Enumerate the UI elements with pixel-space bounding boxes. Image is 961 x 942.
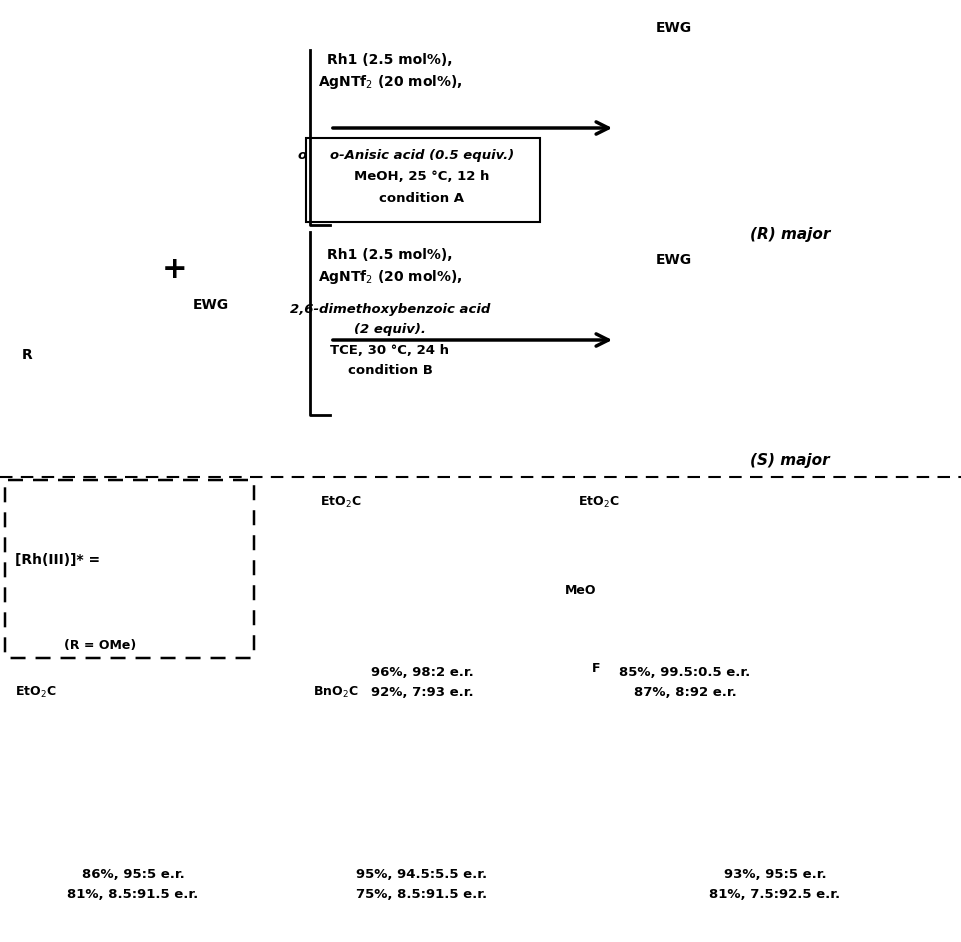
Text: MeO: MeO [564, 583, 596, 596]
Text: 85%, 99.5:0.5 e.r.: 85%, 99.5:0.5 e.r. [619, 665, 750, 678]
Text: MeOH, 25 °C, 12 h: MeOH, 25 °C, 12 h [354, 171, 489, 184]
Text: 81%, 8.5:91.5 e.r.: 81%, 8.5:91.5 e.r. [67, 888, 198, 901]
Text: EWG: EWG [655, 21, 691, 35]
Text: AgNTf$_2$ (20 mol%),: AgNTf$_2$ (20 mol%), [317, 268, 462, 286]
Text: EtO$_2$C: EtO$_2$C [578, 495, 619, 510]
Text: (R) major: (R) major [749, 228, 829, 242]
Text: 86%, 95:5 e.r.: 86%, 95:5 e.r. [82, 869, 185, 882]
Text: [Rh(III)]* =: [Rh(III)]* = [15, 553, 100, 567]
Text: EtO$_2$C: EtO$_2$C [320, 495, 361, 510]
Text: +: + [162, 255, 187, 284]
Text: 81%, 7.5:92.5 e.r.: 81%, 7.5:92.5 e.r. [708, 888, 840, 901]
Text: condition B: condition B [347, 364, 432, 377]
Text: AgNTf$_2$ (20 mol%),: AgNTf$_2$ (20 mol%), [317, 73, 462, 91]
Text: o-Anisic acid (0.5 equiv.): o-Anisic acid (0.5 equiv.) [330, 149, 513, 161]
Text: condition A: condition A [379, 192, 464, 205]
Text: 2,6-dimethoxybenzoic acid: 2,6-dimethoxybenzoic acid [289, 303, 490, 317]
Text: 87%, 8:92 e.r.: 87%, 8:92 e.r. [633, 686, 735, 699]
Text: 95%, 94.5:5.5 e.r.: 95%, 94.5:5.5 e.r. [357, 869, 487, 882]
FancyBboxPatch shape [5, 480, 254, 658]
Text: condition A: condition A [347, 192, 432, 205]
Text: 75%, 8.5:91.5 e.r.: 75%, 8.5:91.5 e.r. [357, 888, 487, 901]
Text: o-Anisic acid (0.5 equiv.): o-Anisic acid (0.5 equiv.) [298, 149, 481, 161]
Text: 96%, 98:2 e.r.: 96%, 98:2 e.r. [370, 665, 473, 678]
Text: BnO$_2$C: BnO$_2$C [312, 685, 358, 700]
FancyBboxPatch shape [306, 138, 539, 222]
Text: EtO$_2$C: EtO$_2$C [15, 685, 57, 700]
Text: (R = OMe): (R = OMe) [63, 639, 136, 652]
Text: TCE, 30 °C, 24 h: TCE, 30 °C, 24 h [331, 344, 449, 356]
Text: EWG: EWG [655, 253, 691, 267]
Text: MeOH, 25 °C, 12 h: MeOH, 25 °C, 12 h [322, 171, 457, 184]
Text: 93%, 95:5 e.r.: 93%, 95:5 e.r. [723, 869, 825, 882]
Text: Rh1 (2.5 mol%),: Rh1 (2.5 mol%), [327, 248, 453, 262]
Text: 92%, 7:93 e.r.: 92%, 7:93 e.r. [370, 686, 473, 699]
Text: EWG: EWG [193, 298, 229, 312]
Text: F: F [591, 661, 600, 674]
Text: R: R [22, 348, 33, 362]
Text: (S) major: (S) major [750, 452, 829, 467]
Text: (2 equiv).: (2 equiv). [354, 323, 426, 336]
Text: Rh1 (2.5 mol%),: Rh1 (2.5 mol%), [327, 53, 453, 67]
